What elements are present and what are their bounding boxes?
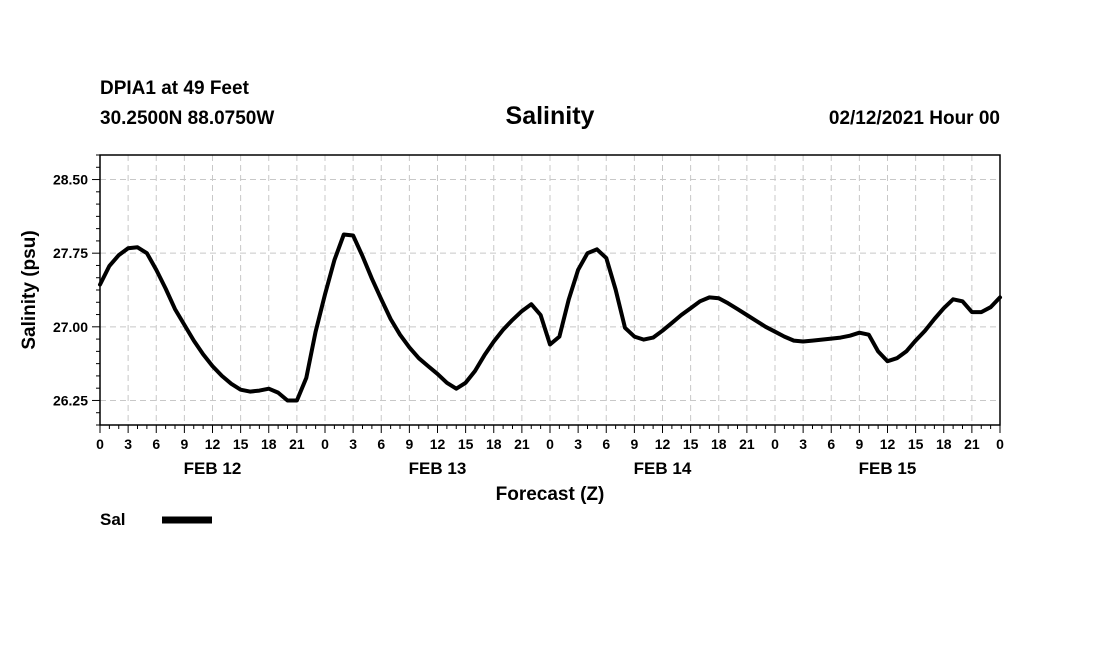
- x-tick-label: 18: [936, 436, 952, 452]
- x-tick-label: 0: [96, 436, 104, 452]
- x-tick-label: 3: [574, 436, 582, 452]
- x-tick-label: 21: [739, 436, 755, 452]
- x-tick-label: 6: [152, 436, 160, 452]
- x-tick-label: 0: [771, 436, 779, 452]
- x-tick-label: 15: [683, 436, 699, 452]
- x-tick-label: 21: [514, 436, 530, 452]
- x-tick-label: 3: [124, 436, 132, 452]
- series-group: [98, 232, 1002, 403]
- x-tick-label: 12: [880, 436, 896, 452]
- y-tick-label: 28.50: [53, 172, 88, 188]
- x-tick-label: 15: [233, 436, 249, 452]
- day-label: FEB 14: [634, 459, 692, 478]
- x-tick-label: 21: [289, 436, 305, 452]
- x-tick-label: 6: [602, 436, 610, 452]
- x-tick-label: 9: [855, 436, 863, 452]
- x-tick-label: 0: [996, 436, 1004, 452]
- y-axis: 26.25 27.00 27.75 28.50: [53, 154, 100, 426]
- day-labels: FEB 12 FEB 13 FEB 14 FEB 15: [184, 459, 917, 478]
- x-tick-label: 3: [799, 436, 807, 452]
- x-tick-label: 9: [405, 436, 413, 452]
- day-label: FEB 15: [859, 459, 917, 478]
- x-tick-label: 12: [205, 436, 221, 452]
- day-label: FEB 12: [184, 459, 242, 478]
- y-axis-title: Salinity (psu): [19, 230, 40, 349]
- forecast-run-time: 02/12/2021 Hour 00: [829, 108, 1000, 129]
- x-tick-label: 18: [261, 436, 277, 452]
- y-tick-label: 26.25: [53, 392, 88, 408]
- day-label: FEB 13: [409, 459, 467, 478]
- x-tick-label: 18: [486, 436, 502, 452]
- x-tick-label: 9: [180, 436, 188, 452]
- station-coordinates: 30.2500N 88.0750W: [100, 108, 274, 129]
- x-tick-label: 0: [546, 436, 554, 452]
- x-tick-label: 12: [655, 436, 671, 452]
- y-tick-label: 27.75: [53, 245, 88, 261]
- x-tick-label: 15: [908, 436, 924, 452]
- x-tick-label: 15: [458, 436, 474, 452]
- x-tick-label: 9: [630, 436, 638, 452]
- x-tick-label: 12: [430, 436, 446, 452]
- series-line-sal: [98, 232, 1002, 403]
- legend: Sal: [100, 510, 212, 529]
- x-tick-label: 21: [964, 436, 980, 452]
- legend-label: Sal: [100, 510, 126, 529]
- x-tick-label: 0: [321, 436, 329, 452]
- x-tick-label: 6: [377, 436, 385, 452]
- grid-lines: [100, 155, 1000, 425]
- x-tick-label: 3: [349, 436, 357, 452]
- chart-title: Salinity: [506, 102, 595, 130]
- y-tick-label: 27.00: [53, 319, 88, 335]
- x-axis: 0 3 6 9 12 15 18 21 0 3 6 9 12 15 18 21 0 3 6 9 12 15 18 21 0 3 6 9…: [96, 425, 1004, 452]
- station-label: DPIA1 at 49 Feet: [100, 78, 250, 99]
- x-tick-label: 18: [711, 436, 727, 452]
- x-axis-title: Forecast (Z): [496, 484, 605, 505]
- x-tick-label: 6: [827, 436, 835, 452]
